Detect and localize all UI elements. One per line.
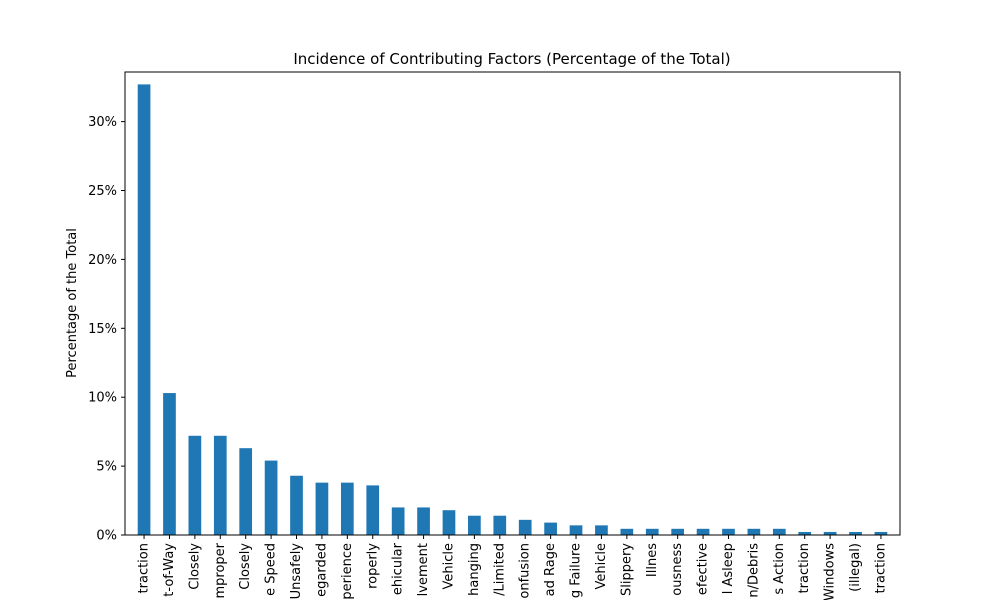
bar-22 [671, 528, 685, 535]
bar-28 [823, 531, 837, 535]
y-axis-label: Percentage of the Total [65, 228, 80, 378]
y-tick-label-6: 30% [88, 115, 117, 130]
x-tick-label-3: Closely [187, 543, 202, 590]
x-tick-label-11: ehicular [391, 542, 406, 595]
x-tick-label-26: s Action [772, 543, 787, 595]
x-tick-label-20: Slippery [619, 543, 634, 596]
x-tick-label-1: traction [137, 543, 152, 593]
bar-18 [569, 525, 583, 535]
x-tick-label-23: efective [696, 543, 711, 595]
y-tick-label-5: 25% [88, 184, 117, 199]
x-tick-label-15: /Limited [492, 543, 507, 596]
x-tick-label-30: traction [873, 543, 888, 593]
x-tick-label-27: traction [797, 543, 812, 593]
bar-29 [849, 531, 862, 535]
bar-26 [772, 528, 786, 535]
x-tick-label-17: ad Rage [543, 543, 558, 596]
x-tick-label-9: perience [340, 543, 355, 600]
x-tick-label-14: hanging [467, 543, 482, 596]
bar-1 [137, 84, 151, 536]
bar-30 [874, 531, 888, 535]
y-tick-label-4: 20% [88, 253, 117, 268]
bars-group [137, 84, 888, 536]
bar-15 [493, 515, 507, 535]
y-tick-label-1: 5% [96, 460, 117, 475]
bar-27 [798, 531, 812, 535]
x-tick-label-28: Windows [823, 543, 838, 600]
bar-9 [340, 482, 354, 535]
bar-13 [442, 510, 456, 535]
bar-6 [264, 460, 278, 535]
x-tick-label-12: lvement [416, 543, 431, 596]
y-tick-label-3: 15% [88, 322, 117, 337]
bar-12 [417, 507, 430, 535]
bar-7 [290, 475, 303, 535]
x-tick-label-4: mproper [213, 542, 228, 598]
bar-20 [620, 528, 634, 535]
bar-23 [696, 528, 710, 535]
bar-4 [213, 435, 227, 535]
x-tick-label-29: (illegal) [848, 543, 863, 592]
bar-25 [747, 528, 761, 535]
x-axis-ticks: traction t-of-Way Closely mproper Closely e S… [137, 535, 888, 601]
x-tick-label-24: l Asleep [721, 543, 736, 594]
x-tick-label-21: Illnes [645, 543, 660, 577]
bar-24 [722, 528, 735, 535]
x-tick-label-2: t-of-Way [162, 543, 177, 597]
bar-11 [391, 507, 405, 535]
x-tick-label-8: egarded [314, 543, 329, 597]
y-tick-label-0: 0% [96, 529, 117, 544]
y-tick-label-2: 10% [88, 391, 117, 406]
plot-frame [124, 71, 901, 536]
bar-19 [595, 525, 608, 535]
bar-21 [645, 528, 659, 535]
bar-3 [188, 435, 202, 535]
x-tick-label-10: roperly [365, 543, 380, 589]
bar-14 [468, 515, 481, 535]
bar-17 [544, 522, 557, 535]
x-tick-label-18: g Failure [569, 543, 584, 598]
y-axis-ticks: 0% 5% 10% 15% 20% 25% 30% [88, 115, 125, 544]
bar-16 [518, 519, 532, 535]
bar-8 [315, 482, 329, 535]
bar-2 [163, 393, 176, 535]
x-tick-label-16: onfusion [518, 543, 533, 599]
x-tick-label-5: Closely [238, 543, 253, 590]
x-tick-label-6: e Speed [264, 543, 279, 596]
bar-10 [366, 485, 380, 535]
x-tick-label-25: n/Debris [746, 543, 761, 598]
bar-5 [239, 448, 253, 535]
chart-title: Incidence of Contributing Factors (Perce… [293, 50, 730, 68]
x-tick-label-22: ousness [670, 543, 685, 596]
x-tick-label-13: Vehicle [441, 543, 456, 590]
x-tick-label-19: Vehicle [594, 543, 609, 590]
x-tick-label-7: Unsafely [289, 543, 304, 600]
